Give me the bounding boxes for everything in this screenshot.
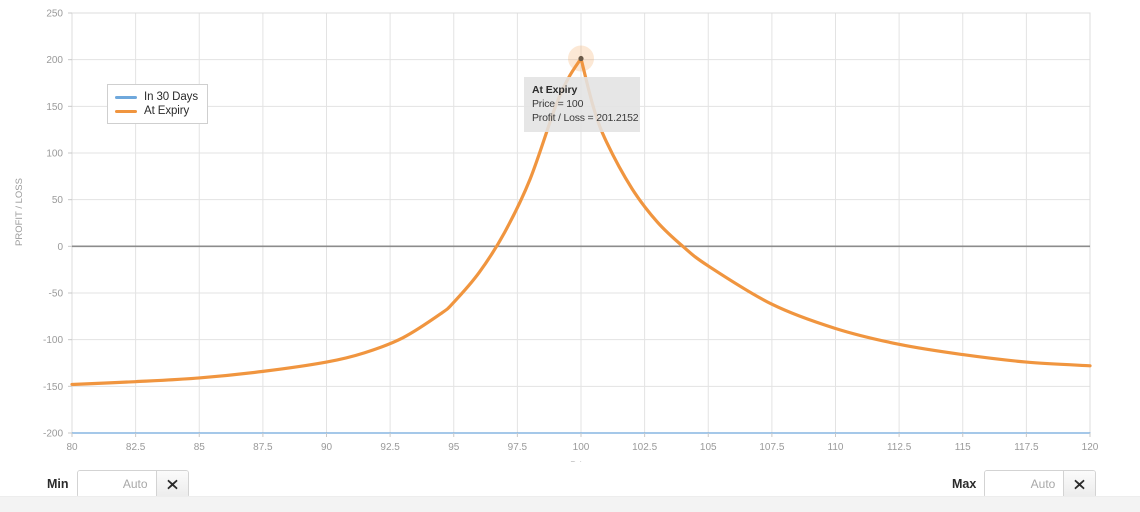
max-range-control: Max [952, 470, 1097, 498]
x-axis-tick-label: 82.5 [126, 442, 146, 453]
min-input[interactable] [77, 471, 156, 497]
max-label: Max [952, 477, 977, 491]
x-axis-tick-label: 115 [955, 442, 971, 453]
y-axis-tick-label: 50 [52, 195, 64, 206]
y-axis-tick-label: -200 [43, 429, 63, 440]
x-axis-tick-label: 110 [828, 442, 844, 453]
x-axis-tick-label: 112.5 [887, 442, 912, 453]
y-axis-tick-label: -150 [43, 382, 63, 393]
legend-label-in-30-days: In 30 Days [144, 91, 198, 103]
max-input[interactable] [985, 471, 1064, 497]
marker-dot [578, 55, 584, 62]
y-axis-tick-label: 100 [46, 149, 63, 160]
x-axis-tick-label: 120 [1082, 442, 1099, 453]
close-icon [1074, 479, 1085, 490]
x-axis-tick-label: 117.5 [1014, 442, 1039, 453]
x-axis-tick-label: 85 [194, 442, 206, 453]
y-axis-tick-labels: 250 200 150 100 50 0 -50 -100 -150 -200 [43, 9, 72, 440]
x-axis-tick-labels: 80 82.5 85 87.5 90 92.5 95 97.5 100 102.5 105 107.5… [66, 433, 1099, 453]
x-axis-tick-label: 100 [573, 442, 590, 453]
x-axis-tick-label: 92.5 [380, 442, 400, 453]
x-axis-tick-label: 97.5 [508, 442, 528, 453]
x-axis-tick-label: 102.5 [632, 442, 657, 453]
legend-swatch-in-30-days [115, 95, 137, 99]
x-axis-tick-label: 105 [700, 442, 717, 453]
legend-label-at-expiry: At Expiry [144, 105, 190, 117]
max-clear-button[interactable] [1063, 471, 1096, 497]
min-input-group [76, 470, 189, 498]
y-axis-tick-label: -50 [49, 289, 64, 300]
legend-item-at-expiry[interactable]: At Expiry [115, 104, 198, 118]
chart-legend[interactable]: In 30 Days At Expiry [107, 84, 208, 124]
close-icon [166, 479, 178, 490]
y-axis-title: PROFIT / LOSS [14, 178, 25, 246]
profit-loss-line-chart: 80 82.5 85 87.5 90 92.5 95 97.5 100 102.5 105 107.5… [14, 9, 1099, 463]
x-axis-tick-label: 107.5 [759, 442, 784, 453]
y-axis-tick-label: -100 [43, 335, 63, 346]
legend-item-in-30-days[interactable]: In 30 Days [115, 90, 198, 104]
min-range-control: Min [47, 470, 189, 498]
legend-swatch-at-expiry [115, 109, 137, 113]
min-clear-button[interactable] [155, 471, 188, 497]
x-axis-tick-label: 87.5 [253, 442, 273, 453]
min-label: Min [47, 477, 69, 491]
y-axis-tick-label: 0 [57, 242, 63, 253]
x-axis-tick-label: 90 [321, 442, 333, 453]
y-axis-tick-label: 250 [46, 9, 63, 20]
x-axis-tick-label: 80 [66, 442, 78, 453]
footer-bar [0, 496, 1140, 512]
highlight-marker [568, 45, 594, 72]
chart-canvas: 80 82.5 85 87.5 90 92.5 95 97.5 100 102.5 105 107.5… [14, 9, 1099, 463]
max-input-group [984, 470, 1097, 498]
y-axis-tick-label: 200 [46, 55, 63, 66]
x-axis-title: Price [570, 460, 592, 462]
y-axis-tick-label: 150 [46, 102, 63, 113]
x-axis-tick-label: 95 [448, 442, 460, 453]
